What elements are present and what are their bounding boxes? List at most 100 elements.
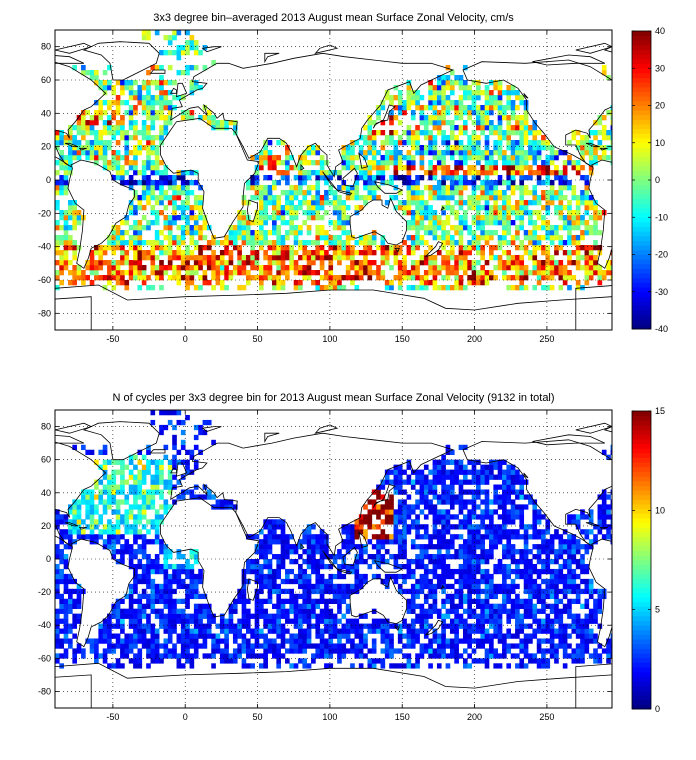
data-cell	[532, 554, 538, 560]
data-cell	[315, 245, 321, 251]
data-cell	[497, 190, 503, 196]
data-cell	[59, 270, 64, 276]
data-cell	[354, 155, 360, 161]
data-cell	[549, 275, 555, 281]
data-cell	[493, 195, 499, 201]
data-cell	[454, 185, 459, 191]
data-cell	[276, 140, 281, 146]
data-cell	[241, 613, 247, 619]
data-cell	[484, 135, 490, 141]
data-cell	[406, 598, 412, 604]
data-cell	[523, 140, 529, 146]
data-cell	[432, 255, 438, 261]
data-cell	[159, 583, 164, 590]
data-cell	[419, 215, 425, 221]
data-cell	[497, 130, 503, 136]
data-cell	[519, 240, 525, 246]
coastline-path	[149, 69, 166, 74]
data-cell	[419, 578, 425, 585]
data-cell	[502, 588, 507, 595]
data-cell	[575, 598, 581, 604]
data-cell	[128, 160, 134, 166]
colorbar-segment	[632, 226, 651, 232]
data-cell	[133, 195, 138, 201]
data-cell	[471, 265, 477, 271]
data-cell	[397, 260, 403, 266]
data-cell	[584, 185, 590, 191]
data-cell	[298, 593, 303, 600]
data-cell	[458, 130, 464, 136]
data-cell	[354, 544, 360, 550]
data-cell	[415, 240, 420, 246]
data-cell	[471, 130, 477, 136]
data-cell	[575, 225, 581, 231]
data-cell	[545, 155, 551, 161]
data-cell	[432, 270, 438, 276]
data-cell	[415, 130, 420, 136]
data-cell	[163, 250, 169, 256]
data-cell	[141, 205, 147, 211]
data-cell	[298, 180, 303, 186]
data-cell	[397, 663, 403, 669]
data-cell	[219, 270, 225, 276]
data-cell	[137, 658, 143, 664]
data-cell	[285, 628, 290, 634]
data-cell	[250, 230, 255, 236]
data-cell	[432, 155, 438, 161]
data-cell	[593, 220, 598, 226]
data-cell	[371, 175, 377, 181]
data-cell	[410, 633, 416, 639]
data-cell	[402, 180, 407, 186]
data-cell	[567, 554, 572, 560]
data-cell	[298, 544, 303, 550]
data-cell	[584, 255, 590, 261]
data-cell	[462, 185, 468, 191]
data-cell	[406, 663, 412, 669]
data-cell	[272, 643, 277, 649]
data-cell	[397, 120, 403, 126]
data-cell	[528, 230, 533, 236]
data-cell	[185, 230, 190, 236]
data-cell	[449, 265, 455, 271]
data-cell	[519, 554, 525, 560]
data-cell	[484, 628, 490, 634]
data-cell	[107, 80, 112, 86]
data-cell	[146, 135, 151, 141]
data-cell	[497, 150, 503, 156]
data-cell	[185, 270, 190, 276]
data-cell	[541, 250, 546, 256]
data-cell	[419, 205, 425, 211]
data-cell	[315, 270, 321, 276]
data-cell	[458, 255, 464, 261]
data-cell	[250, 245, 255, 251]
data-cell	[328, 245, 334, 251]
data-cell	[146, 115, 151, 121]
data-cell	[432, 633, 438, 639]
data-cell	[94, 265, 99, 271]
data-cell	[72, 205, 77, 211]
data-cell	[146, 598, 151, 604]
data-cell	[133, 643, 138, 649]
data-cell	[584, 140, 590, 146]
data-cell	[358, 613, 364, 619]
data-cell	[467, 140, 472, 146]
data-cell	[89, 638, 95, 644]
data-cell	[554, 633, 559, 639]
data-cell	[263, 658, 268, 664]
data-cell	[306, 603, 312, 609]
data-cell	[506, 598, 512, 604]
data-cell	[380, 120, 386, 126]
data-cell	[562, 623, 568, 629]
data-cell	[515, 628, 520, 634]
data-cell	[523, 598, 529, 604]
data-cell	[441, 255, 446, 261]
data-cell	[558, 598, 564, 604]
data-cell	[328, 235, 334, 241]
data-cell	[328, 265, 334, 271]
data-cell	[558, 170, 564, 176]
data-cell	[432, 215, 438, 221]
data-cell	[280, 250, 286, 256]
data-cell	[154, 245, 160, 251]
data-cell	[428, 215, 433, 221]
data-cell	[484, 100, 490, 106]
